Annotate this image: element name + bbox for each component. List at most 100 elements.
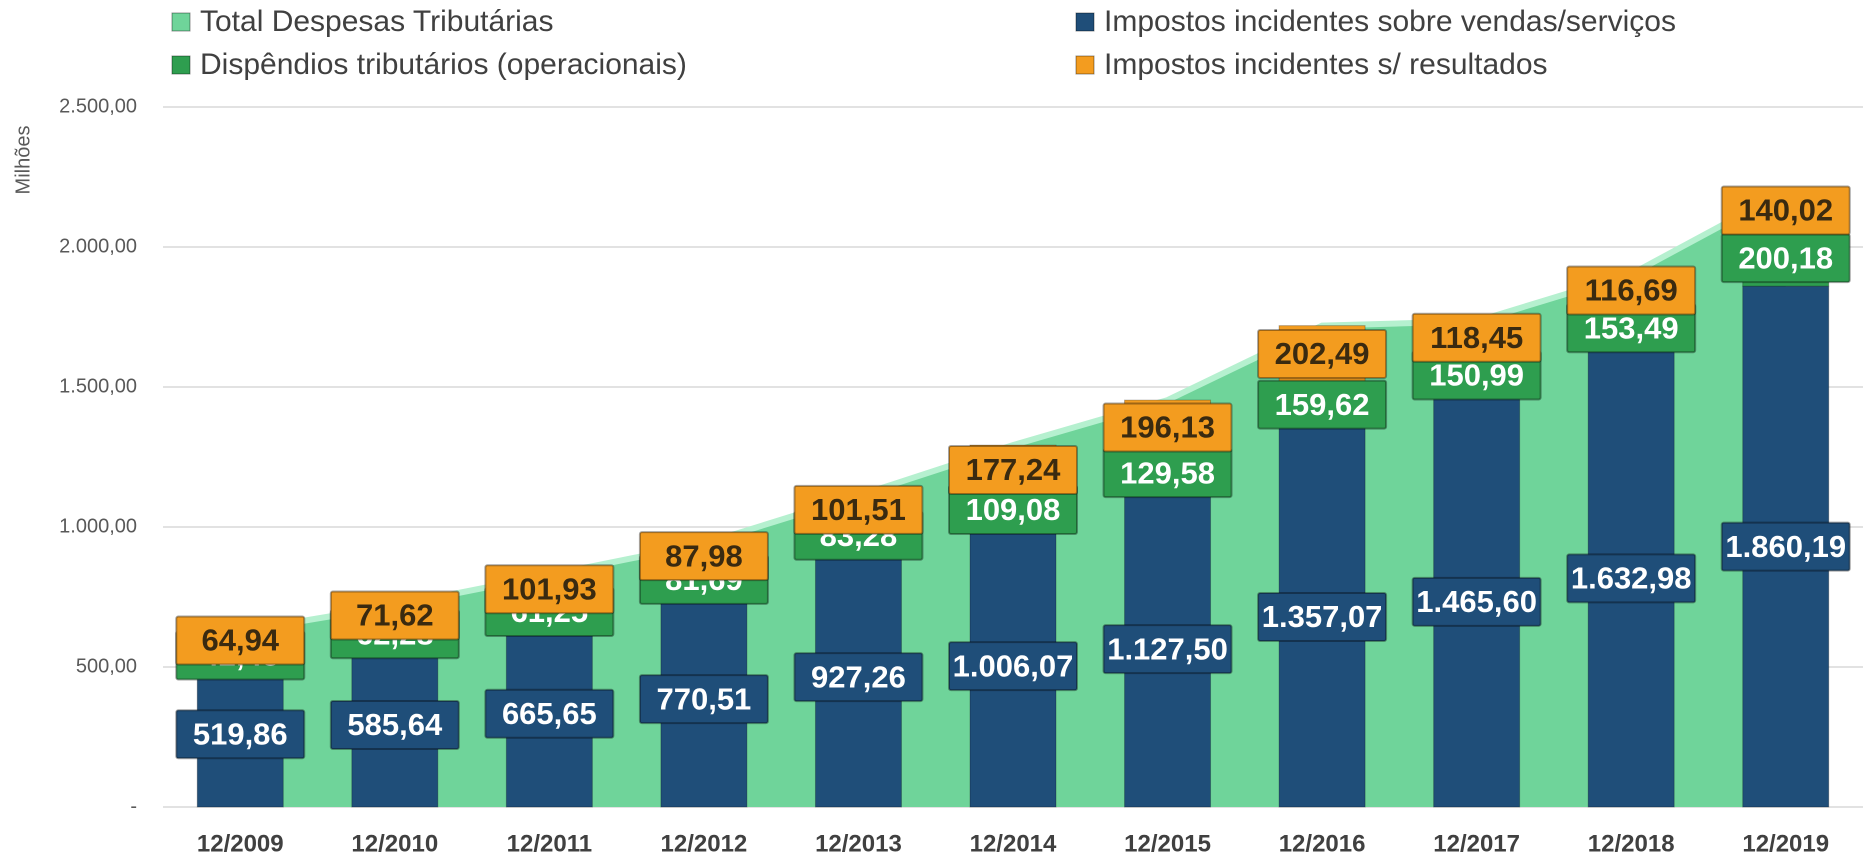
x-tick-label: 12/2010 [351,830,438,857]
data-label: 71,62 [329,590,460,641]
label-box [329,590,460,641]
x-tick-label: 12/2014 [970,830,1057,857]
label-box [638,531,769,582]
data-label: 109,08 [948,485,1078,536]
x-tick-label: 12/2016 [1279,830,1366,857]
data-label-text: 1.860,19 [1725,529,1846,564]
data-label: 101,51 [793,484,924,535]
legend-swatch [171,55,191,75]
data-label-text: 1.006,07 [953,648,1074,683]
data-label-text: 1.465,60 [1416,584,1537,619]
data-label-text: 177,24 [966,452,1062,487]
data-label: 101,93 [484,564,615,615]
x-tick-label: 12/2013 [815,830,902,857]
data-label-text: 159,62 [1275,387,1370,422]
data-label-text: 129,58 [1120,455,1215,490]
data-label: 153,49 [1566,303,1697,354]
data-label-text: 770,51 [656,681,751,716]
label-box [484,688,615,739]
data-label-text: 196,13 [1120,410,1215,445]
legend-label: Dispêndios tributários (operacionais) [200,48,687,81]
legend-swatch [171,12,191,32]
data-label: 770,51 [638,674,769,725]
data-label: 585,64 [329,700,460,751]
label-box [175,709,306,760]
legend-label: Impostos incidentes sobre vendas/serviço… [1104,5,1676,38]
y-tick-label: 1.500,00 [59,375,137,397]
label-box [1257,592,1388,643]
data-label: 150,99 [1411,350,1542,401]
data-label-text: 1.357,07 [1262,599,1383,634]
data-label: 1.127,50 [1102,624,1233,675]
data-label-text: 87,98 [665,538,743,573]
data-label: 202,49 [1257,328,1388,379]
label-box [1720,185,1851,236]
label-box [1566,265,1697,316]
x-tick-label: 12/2017 [1433,830,1520,857]
data-label-text: 519,86 [193,716,288,751]
data-label: 177,24 [948,444,1078,495]
label-box [1102,402,1233,453]
data-label: 519,86 [175,709,306,760]
label-box [793,484,924,535]
data-label-text: 116,69 [1585,273,1678,308]
data-label-text: 71,62 [356,598,434,633]
data-label-text: 140,02 [1738,193,1833,228]
data-label: 116,69 [1566,265,1697,316]
y-tick-label: 1.000,00 [59,515,137,537]
data-label: 64,94 [175,615,306,666]
label-box [1411,312,1542,363]
data-label-text: 927,26 [811,659,906,694]
label-box [1102,624,1233,675]
data-label: 118,45 [1411,312,1542,363]
label-box [1720,521,1851,572]
x-tick-label: 12/2011 [507,830,592,857]
data-label: 87,98 [638,531,769,582]
legend-swatch [1075,12,1095,32]
data-label-text: 109,08 [966,492,1061,527]
data-label: 200,18 [1720,233,1851,284]
label-box [1566,553,1697,604]
label-box [484,564,615,615]
data-label: 1.006,07 [948,641,1078,692]
label-box [948,641,1078,692]
data-label-text: 200,18 [1738,240,1833,275]
data-label-text: 118,45 [1430,320,1523,355]
x-tick-label: 12/2015 [1124,830,1211,857]
label-box [175,615,306,666]
data-label-text: 1.127,50 [1107,631,1228,666]
data-label: 159,62 [1257,379,1388,430]
data-label-text: 101,93 [502,571,597,606]
y-tick-label: - [130,795,137,817]
legend-label: Total Despesas Tributárias [200,5,554,38]
label-box [1257,379,1388,430]
data-label-text: 585,64 [347,707,443,742]
data-label: 665,65 [484,688,615,739]
label-box [329,700,460,751]
y-tick-label: 500,00 [76,655,137,677]
data-label-text: 202,49 [1275,336,1370,371]
x-tick-label: 12/2009 [197,830,284,857]
data-label: 1.632,98 [1566,553,1697,604]
data-label: 129,58 [1102,448,1233,499]
x-tick-label: 12/2018 [1588,830,1675,857]
y-tick-label: 2.000,00 [59,235,137,257]
y-axis-label: Milhões [12,126,34,195]
legend-swatch [1075,55,1095,75]
data-label-text: 665,65 [502,696,597,731]
label-box [793,652,924,703]
data-label-text: 64,94 [201,623,279,658]
x-tick-label: 12/2019 [1742,830,1829,857]
label-box [1411,576,1542,627]
legend-label: Impostos incidentes s/ resultados [1104,48,1548,81]
data-label: 1.357,07 [1257,592,1388,643]
data-label: 196,13 [1102,402,1233,453]
data-label: 140,02 [1720,185,1851,236]
x-tick-label: 12/2012 [661,830,748,857]
y-tick-label: 2.500,00 [59,95,137,117]
label-box [638,674,769,725]
data-label: 927,26 [793,652,924,703]
label-box [1257,328,1388,379]
label-box [948,444,1078,495]
